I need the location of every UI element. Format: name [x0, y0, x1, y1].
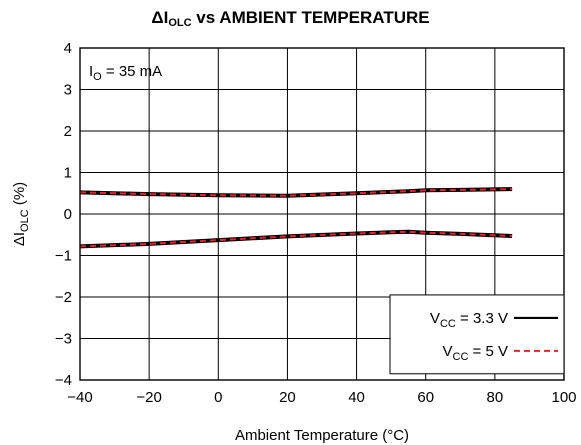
y-tick-label: 1: [64, 165, 72, 182]
legend: VCC = 3.3 V VCC = 5 V: [389, 294, 565, 375]
chart-title-prefix: ΔI: [151, 8, 169, 27]
legend-label-0-subscript: CC: [440, 318, 456, 330]
annotation-subscript: O: [93, 71, 102, 83]
legend-label-vcc-5v: VCC = 5 V: [442, 343, 508, 363]
legend-label-0-prefix: V: [430, 310, 440, 327]
series-line-1-curve-1: [79, 230, 513, 248]
chart-title-suffix: vs AMBIENT TEMPERATURE: [191, 8, 430, 27]
x-tick-label: −40: [67, 389, 92, 406]
x-tick-label: −20: [136, 389, 161, 406]
annotation-box: IO = 35 mA: [89, 63, 162, 83]
annotation-prefix: I: [89, 63, 93, 80]
plot-frame: [79, 47, 565, 381]
y-axis-label-suffix: (%): [11, 182, 28, 210]
x-axis-label: Ambient Temperature (°C): [235, 427, 409, 444]
x-tick-label: 60: [417, 389, 434, 406]
x-tick-label: 0: [214, 389, 222, 406]
y-tick-label: 3: [64, 82, 72, 99]
y-tick-label: 4: [64, 40, 72, 57]
y-axis-label-subscript: OLC: [19, 209, 31, 232]
x-tick-label: 20: [279, 389, 296, 406]
x-tick-label: 40: [348, 389, 365, 406]
series-layer: [79, 187, 513, 249]
y-axis-label: ΔIOLC (%): [11, 182, 31, 246]
y-axis-label-prefix: ΔI: [11, 232, 28, 246]
y-tick-label: −3: [55, 331, 72, 348]
annotation-text: IO = 35 mA: [89, 63, 162, 83]
y-tick-label: 2: [64, 123, 72, 140]
legend-label-1-prefix: V: [442, 343, 452, 360]
legend-label-0-suffix: = 3.3 V: [456, 310, 508, 327]
tick-labels: −40 −20 0 20 40 60 80 100 4 3 2 1 0 −1 −2 −3 −4: [55, 40, 577, 406]
legend-label-1-suffix: = 5 V: [468, 343, 508, 360]
legend-label-vcc-3-3v: VCC = 3.3 V: [430, 310, 508, 330]
x-tick-label: 80: [487, 389, 504, 406]
y-tick-label: −4: [55, 372, 72, 389]
legend-box: [389, 294, 565, 375]
legend-label-1-subscript: CC: [453, 351, 469, 363]
x-tick-label: 100: [551, 389, 576, 406]
chart-title: ΔIOLC vs AMBIENT TEMPERATURE: [0, 8, 581, 29]
y-tick-label: −2: [55, 289, 72, 306]
series-line-1-curve-0: [79, 188, 513, 197]
y-tick-label: −1: [55, 248, 72, 265]
chart-title-subscript: OLC: [168, 17, 192, 29]
y-tick-label: 0: [64, 206, 72, 223]
annotation-suffix: = 35 mA: [102, 63, 162, 80]
